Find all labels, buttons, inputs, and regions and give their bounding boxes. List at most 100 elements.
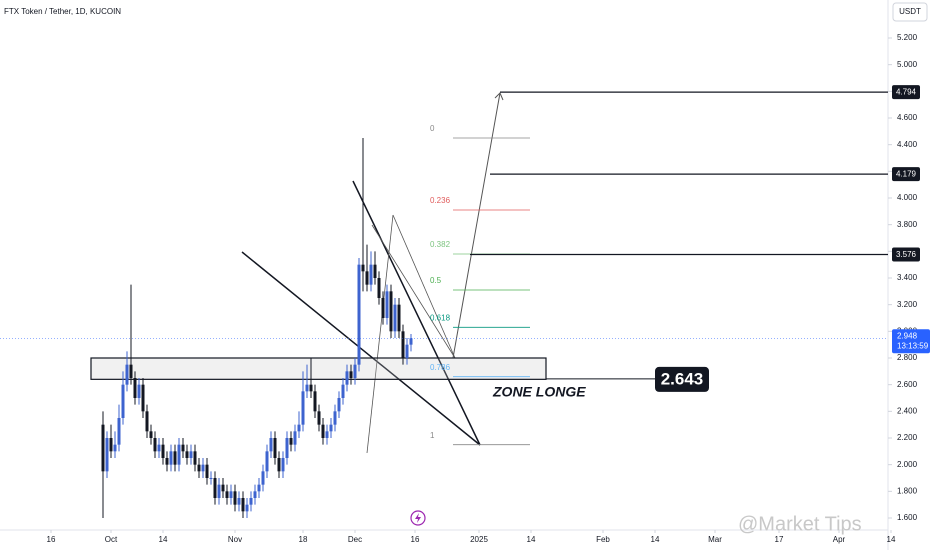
candle-body xyxy=(217,484,221,498)
x-tick-label: 14 xyxy=(159,535,168,544)
current-price: 2.948 xyxy=(897,331,918,340)
y-tick-label: 3.800 xyxy=(897,220,918,229)
drawings xyxy=(241,92,504,454)
y-tick-label: 2.600 xyxy=(897,380,918,389)
x-tick-label: 2025 xyxy=(470,535,488,544)
y-tick-label: 3.200 xyxy=(897,300,918,309)
candle-body xyxy=(185,451,189,458)
candle-body xyxy=(141,384,145,412)
candle-body xyxy=(309,384,313,392)
candle-body xyxy=(113,444,117,452)
candle-body xyxy=(109,438,113,452)
x-tick-label: Apr xyxy=(833,535,846,544)
candle-body xyxy=(321,424,325,438)
candle-body xyxy=(153,438,157,452)
x-tick-label: 17 xyxy=(775,535,784,544)
candle-body xyxy=(337,398,341,412)
candle-body xyxy=(381,298,385,318)
x-tick-label: Dec xyxy=(348,535,362,544)
target-box xyxy=(892,167,920,182)
y-tick-label: 2.800 xyxy=(897,353,918,362)
candle-body xyxy=(173,451,177,465)
y-tick-label: 3.400 xyxy=(897,273,918,282)
candle-body xyxy=(373,264,377,278)
candle-body xyxy=(265,451,269,472)
x-tick-label: 18 xyxy=(299,535,308,544)
candle-body xyxy=(189,451,193,458)
candle-body xyxy=(121,384,125,418)
y-tick-label: 5.200 xyxy=(897,33,918,42)
arrow-head xyxy=(494,92,504,101)
candle-body xyxy=(409,338,413,345)
event-icon-bolt xyxy=(415,513,421,523)
x-tick-label: Nov xyxy=(228,535,242,544)
fib-label: 0 xyxy=(430,124,435,133)
zone-label: ZONE LONGE xyxy=(492,384,586,400)
fib-label: 0.382 xyxy=(430,240,451,249)
candle-body xyxy=(333,411,337,425)
candle-body xyxy=(197,464,201,472)
candle-body xyxy=(369,264,373,285)
x-tick-label: 14 xyxy=(527,535,536,544)
entry-box xyxy=(655,366,709,392)
currency: USDT xyxy=(899,7,921,16)
candle-body xyxy=(105,438,109,472)
candle-body xyxy=(329,424,333,432)
candle-body xyxy=(125,364,129,385)
candle-body xyxy=(233,491,237,505)
candle-body xyxy=(293,431,297,445)
candle-body xyxy=(361,264,365,272)
candle-body xyxy=(137,384,141,398)
y-tick-label: 4.400 xyxy=(897,140,918,149)
candle-body xyxy=(385,291,389,318)
candle-body xyxy=(365,271,369,285)
candle-body xyxy=(261,471,265,485)
candle-body xyxy=(357,264,361,365)
x-tick-label: 16 xyxy=(411,535,420,544)
x-tick-label: 14 xyxy=(651,535,660,544)
candles xyxy=(101,138,413,518)
long-zone xyxy=(90,357,547,380)
candle-body xyxy=(397,304,401,332)
y-tick-label: 5.000 xyxy=(897,60,918,69)
y-tick-label: 4.600 xyxy=(897,113,918,122)
channel-line xyxy=(392,214,456,359)
candle-body xyxy=(345,371,349,385)
event-icon xyxy=(410,510,426,526)
trend-line xyxy=(241,251,481,446)
candle-body xyxy=(389,291,393,332)
candle-body xyxy=(101,424,105,472)
candle-body xyxy=(297,424,301,432)
candle-body xyxy=(285,438,289,458)
candle-body xyxy=(161,444,165,458)
x-tick-label: 16 xyxy=(47,535,56,544)
y-tick-label: 2.200 xyxy=(897,433,918,442)
candle-body xyxy=(269,438,273,452)
trend-line xyxy=(352,180,481,446)
y-tick-label: 4.000 xyxy=(897,193,918,202)
candle-body xyxy=(201,464,205,472)
x-tick-label: Feb xyxy=(596,535,610,544)
fib-label: 0.786 xyxy=(430,363,451,372)
x-tick-label: Oct xyxy=(105,535,118,544)
candle-body xyxy=(169,451,173,465)
y-tick-label: 2.400 xyxy=(897,406,918,415)
candle-body xyxy=(253,491,257,498)
candle-body xyxy=(377,278,381,298)
channel-line xyxy=(366,214,394,454)
x-tick-label: Mar xyxy=(708,535,722,544)
candle-body xyxy=(229,491,233,498)
entry-label: 2.643 xyxy=(661,369,704,388)
candle-body xyxy=(177,444,181,465)
fib-label: 0.236 xyxy=(430,196,451,205)
target-label: 4.794 xyxy=(896,88,917,97)
candle-body xyxy=(117,418,121,445)
channel-line xyxy=(371,224,456,359)
projection-arrow xyxy=(452,92,501,359)
candle-body xyxy=(393,304,397,332)
y-tick-label: 1.600 xyxy=(897,513,918,522)
fib-label: 1 xyxy=(430,431,435,440)
currency-box xyxy=(892,2,928,22)
